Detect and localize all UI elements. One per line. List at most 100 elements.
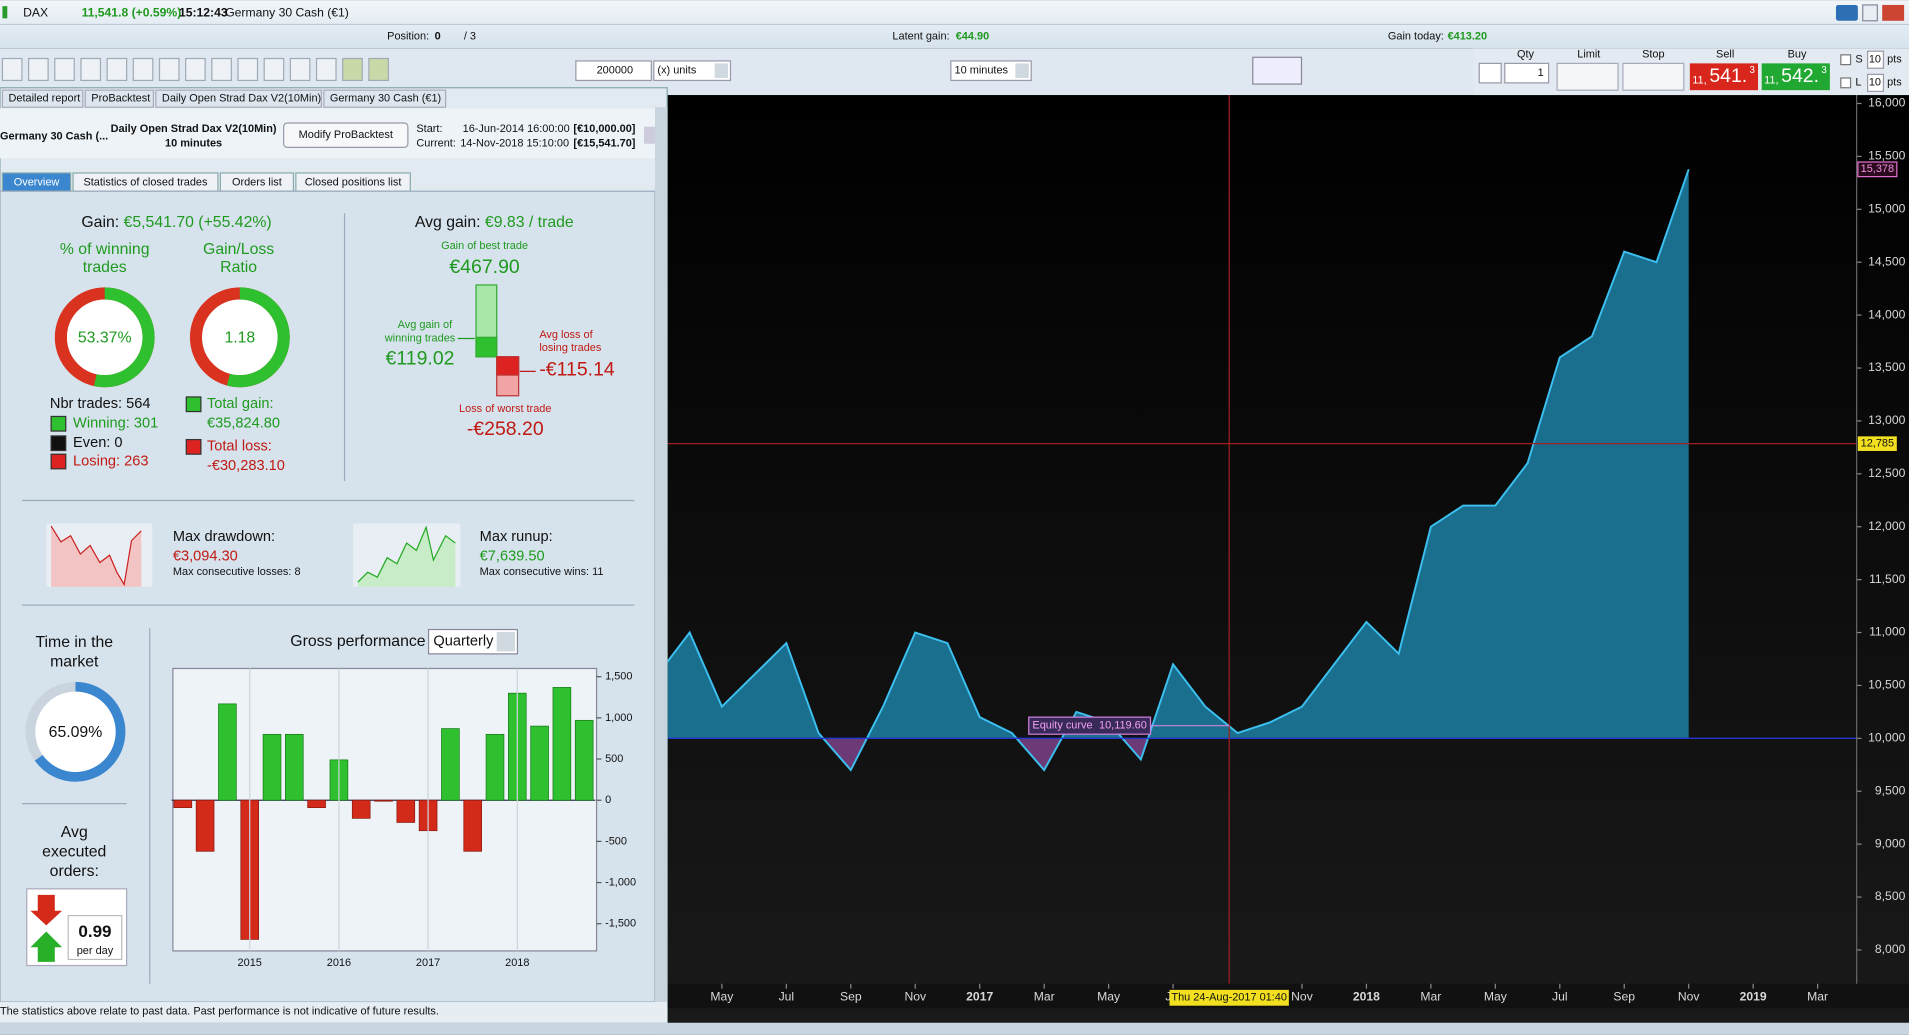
x-tick-label: Mar <box>1420 989 1441 1003</box>
panel-tabs: Detailed reportProBacktestDaily Open Str… <box>2 90 445 107</box>
tool-button[interactable] <box>290 59 309 81</box>
limit-checkbox[interactable] <box>1841 78 1851 88</box>
best-trade-label: Gain of best trade <box>441 240 528 252</box>
tool-button[interactable] <box>81 59 100 81</box>
ratio-title: Ratio <box>220 259 257 276</box>
total-gain: €35,824.80 <box>207 416 280 432</box>
minimize-button[interactable] <box>1863 5 1878 21</box>
y-tick-label: 11,500 <box>1869 572 1906 586</box>
stop-buttons[interactable] <box>1623 63 1684 90</box>
tool-button[interactable] <box>264 59 283 81</box>
crosshair-date: Thu 24-Aug-2017 01:40 <box>1171 992 1287 1004</box>
even: Even: 0 <box>73 435 123 451</box>
x-tick-label: May <box>710 989 734 1003</box>
y-tick-label: 14,500 <box>1868 254 1905 268</box>
y-tick-label: 16,000 <box>1868 96 1905 110</box>
winning-swatch <box>51 416 66 431</box>
current-date: 14-Nov-2018 15:10:00 <box>460 138 569 150</box>
tool-button[interactable] <box>317 59 336 81</box>
dropdown-arrow <box>1015 63 1028 78</box>
avg-win-label: winning trades <box>384 332 456 344</box>
bar <box>196 800 214 851</box>
tooltip-name: Equity curve <box>1032 720 1092 732</box>
avg-loss: -€115.14 <box>539 358 615 380</box>
y-tick-label: 500 <box>605 753 623 765</box>
s-pts: 10 <box>1869 54 1881 66</box>
tooltip-value: 10,119.60 <box>1099 720 1147 732</box>
y-tick-label: -1,000 <box>605 876 636 888</box>
y-tick-label: 8,000 <box>1875 942 1906 956</box>
tool-button[interactable] <box>369 59 388 81</box>
orders-title: orders: <box>50 863 99 880</box>
bar <box>174 800 192 807</box>
dropdown-arrow <box>497 632 515 651</box>
tool-button[interactable] <box>238 59 257 81</box>
tool-button[interactable] <box>107 59 126 81</box>
stop-checkbox[interactable] <box>1841 55 1851 65</box>
timeframe: 10 minutes <box>955 65 1009 77</box>
losing-swatch <box>51 454 66 469</box>
bar <box>352 800 370 818</box>
y-tick-label: 8,500 <box>1875 889 1906 903</box>
position-label: Position: <box>387 30 429 42</box>
pts-label: pts <box>1887 77 1902 89</box>
x-tick-label: Nov <box>904 989 927 1003</box>
tool-button[interactable] <box>133 59 152 81</box>
limit-label: Limit <box>1577 49 1600 61</box>
dropdown-arrow <box>715 63 728 78</box>
sell-price-small: 11, <box>1692 74 1706 86</box>
y-tick-label: 10,000 <box>1868 731 1905 745</box>
tool-button[interactable] <box>186 59 205 81</box>
tool-button[interactable] <box>2 59 21 81</box>
current-capital: [€15,541.70] <box>573 138 635 150</box>
win-title: trades <box>83 259 127 276</box>
market-title: Time in the <box>35 634 113 651</box>
today-gain: €413.20 <box>1448 30 1488 42</box>
x-tick-label: 2017 <box>416 957 440 969</box>
loss-swatch <box>186 440 201 455</box>
x-tick-label: Nov <box>1291 989 1314 1003</box>
keyboard-button[interactable] <box>1836 5 1858 21</box>
limit-buttons[interactable] <box>1557 63 1618 90</box>
avg-win: €119.02 <box>386 347 455 369</box>
drawdown-label: Max drawdown: <box>173 529 275 545</box>
y-tick-label: 0 <box>605 794 611 806</box>
quote: 11,541.8 (+0.59%) <box>82 6 182 20</box>
tool-button[interactable] <box>55 59 74 81</box>
market-title: market <box>50 654 99 671</box>
y-tick-label: -1,500 <box>605 918 636 930</box>
tool-button[interactable] <box>343 59 362 81</box>
tool-button[interactable] <box>29 59 48 81</box>
subtab-label: Overview <box>14 177 60 189</box>
sell-price-fraction: 3 <box>1750 65 1755 76</box>
settings-button[interactable] <box>1479 63 1501 82</box>
drawdown: €3,094.30 <box>173 548 238 564</box>
l-pts: 10 <box>1869 77 1881 89</box>
subtabs: OverviewStatistics of closed tradesOrder… <box>2 173 410 191</box>
bar <box>308 800 326 807</box>
tool-button[interactable] <box>212 59 231 81</box>
latent-label: Latent gain: <box>892 30 949 42</box>
bar <box>218 704 236 800</box>
chart-type-button[interactable] <box>1253 57 1302 84</box>
y-tick-label: 1,500 <box>605 671 632 683</box>
tool-button[interactable] <box>159 59 178 81</box>
x-tick-label: Jul <box>1552 989 1568 1003</box>
x-tick-label: Sep <box>840 989 862 1003</box>
period: Quarterly <box>433 634 494 650</box>
time-in-market: 65.09% <box>49 724 103 741</box>
instrument[interactable]: DAX <box>23 6 48 20</box>
instrument-name: Germany 30 Cash (... <box>0 130 108 142</box>
buy-price-small: 11, <box>1764 74 1778 86</box>
disclaimer: The statistics above relate to past data… <box>0 1006 439 1018</box>
close-button[interactable] <box>1882 5 1904 21</box>
y-tick-label: 9,500 <box>1875 783 1906 797</box>
bar <box>531 726 549 800</box>
worst-trade-label: Loss of worst trade <box>459 403 551 415</box>
instrument-name: Germany 30 Cash (€1) <box>225 6 349 20</box>
avg-win-label: Avg gain of <box>398 319 453 331</box>
bar <box>553 687 571 800</box>
panel-tab-label: Daily Open Strad Dax V2(10Min) <box>162 93 321 105</box>
y-tick-label: 12,500 <box>1868 466 1905 480</box>
